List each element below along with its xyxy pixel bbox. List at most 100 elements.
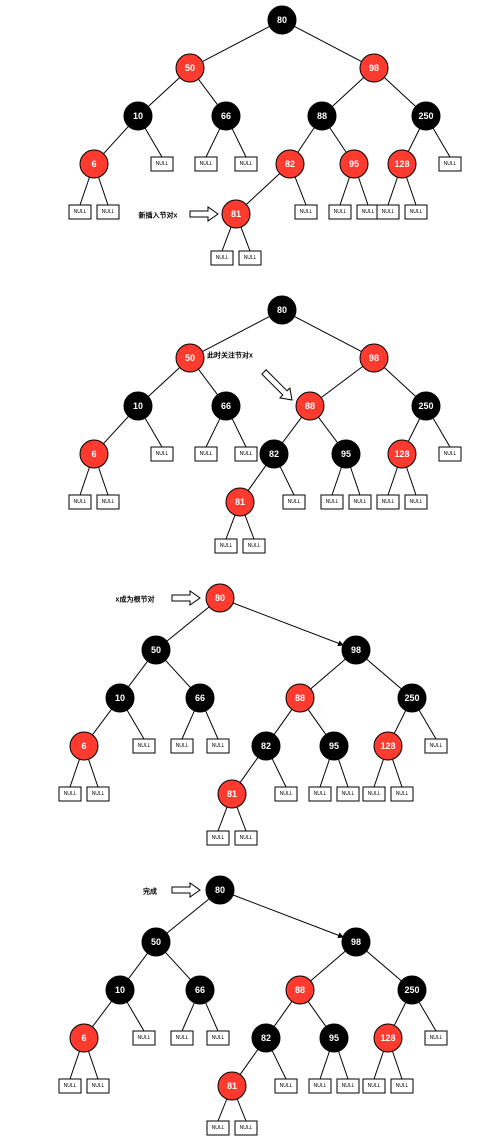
- null-edge: [388, 467, 397, 495]
- node-label-82: 82: [285, 159, 295, 169]
- node-label-128: 128: [380, 1033, 395, 1043]
- null-edge: [374, 759, 383, 787]
- tree-edge: [103, 126, 128, 153]
- null-label: NULL: [314, 1083, 327, 1089]
- null-edge: [272, 1051, 286, 1079]
- null-edge: [407, 177, 416, 205]
- annotation-label: 完成: [143, 887, 157, 896]
- annotation-label: x成为根节对: [116, 595, 155, 604]
- tree-edge: [103, 416, 128, 443]
- null-label: NULL: [410, 209, 423, 215]
- null-label: NULL: [342, 791, 355, 797]
- null-label: NULL: [300, 209, 313, 215]
- node-label-81: 81: [227, 1081, 237, 1091]
- null-edge: [206, 1003, 218, 1031]
- node-label-250: 250: [418, 111, 433, 121]
- null-label: NULL: [138, 743, 151, 749]
- annotation-arrow-icon: [190, 207, 218, 221]
- tree-edge: [311, 951, 346, 981]
- null-label: NULL: [102, 499, 115, 505]
- null-edge: [218, 807, 227, 831]
- node-label-6: 6: [91, 449, 96, 459]
- null-edge: [359, 177, 368, 205]
- node-label-88: 88: [295, 693, 305, 703]
- null-label: NULL: [410, 499, 423, 505]
- null-edge: [280, 467, 294, 495]
- tree-edge: [198, 369, 217, 395]
- null-label: NULL: [200, 451, 213, 457]
- node-label-95: 95: [349, 159, 359, 169]
- node-label-50: 50: [185, 353, 195, 363]
- null-label: NULL: [220, 543, 233, 549]
- null-label: NULL: [176, 1035, 189, 1041]
- null-label: NULL: [248, 543, 261, 549]
- tree-edge: [308, 709, 326, 734]
- null-label: NULL: [156, 451, 169, 457]
- null-edge: [99, 177, 108, 205]
- tree-edge: [298, 128, 314, 153]
- null-label: NULL: [244, 255, 257, 261]
- node-label-80: 80: [215, 885, 225, 895]
- null-edge: [419, 710, 436, 739]
- tree-edge: [321, 366, 363, 397]
- annotation-arrow-icon: [172, 883, 200, 897]
- null-edge: [272, 759, 286, 787]
- null-edge: [80, 177, 89, 205]
- tree-edge: [318, 417, 337, 443]
- null-edge: [206, 419, 220, 447]
- tree-edge: [274, 1001, 292, 1026]
- null-label: NULL: [240, 835, 253, 841]
- null-edge: [206, 129, 220, 157]
- tree-edge: [128, 953, 147, 979]
- tree-edge: [92, 1001, 111, 1027]
- null-edge: [218, 1099, 227, 1121]
- node-label-250: 250: [404, 985, 419, 995]
- node-label-250: 250: [418, 401, 433, 411]
- node-label-128: 128: [380, 741, 395, 751]
- null-edge: [241, 227, 250, 251]
- tree-edge: [233, 603, 343, 645]
- null-label: NULL: [212, 1035, 225, 1041]
- node-label-10: 10: [133, 111, 143, 121]
- null-label: NULL: [138, 1035, 151, 1041]
- node-label-95: 95: [341, 449, 351, 459]
- null-edge: [145, 418, 162, 447]
- null-label: NULL: [314, 791, 327, 797]
- null-edge: [206, 711, 218, 739]
- tree-edge: [233, 895, 343, 937]
- null-label: NULL: [156, 161, 169, 167]
- tree-edge: [248, 465, 266, 490]
- null-label: NULL: [64, 1083, 77, 1089]
- null-edge: [145, 128, 162, 157]
- null-label: NULL: [102, 209, 115, 215]
- null-edge: [222, 227, 231, 251]
- node-label-82: 82: [269, 449, 279, 459]
- tree-edge: [294, 316, 361, 351]
- null-edge: [339, 1051, 348, 1079]
- tree-edge: [240, 1049, 258, 1074]
- null-edge: [339, 759, 348, 787]
- null-edge: [295, 177, 306, 205]
- null-label: NULL: [64, 791, 77, 797]
- null-edge: [351, 467, 360, 495]
- null-label: NULL: [368, 1083, 381, 1089]
- null-edge: [320, 759, 329, 787]
- null-label: NULL: [176, 743, 189, 749]
- null-label: NULL: [444, 161, 457, 167]
- null-label: NULL: [382, 209, 395, 215]
- null-label: NULL: [368, 791, 381, 797]
- tree-edge: [367, 659, 402, 689]
- null-label: NULL: [362, 209, 375, 215]
- null-label: NULL: [334, 209, 347, 215]
- tree-edge: [408, 419, 419, 442]
- node-label-98: 98: [369, 63, 379, 73]
- null-label: NULL: [74, 499, 87, 505]
- node-label-128: 128: [394, 449, 409, 459]
- annotation-label: 新插入节对x: [139, 211, 178, 220]
- null-edge: [388, 177, 397, 205]
- tree-edge: [384, 77, 415, 106]
- tree-edge: [330, 128, 346, 153]
- node-label-6: 6: [81, 1033, 86, 1043]
- null-edge: [237, 1099, 246, 1121]
- tree-edge: [384, 367, 415, 396]
